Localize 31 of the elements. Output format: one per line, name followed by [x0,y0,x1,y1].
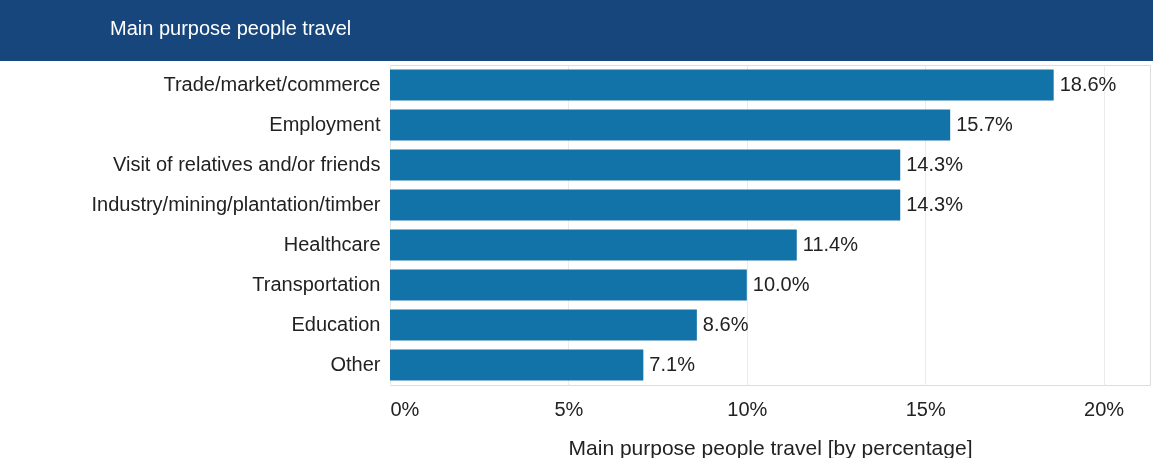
bar [390,149,901,181]
x-tick-label: 20% [1084,397,1125,420]
bar [390,229,797,261]
y-tick-label: Trade/market/commerce [163,73,381,95]
y-tick-label: Employment [269,113,381,135]
data-label: 7.1% [649,353,696,375]
data-label: 14.3% [906,153,964,175]
chart-title: Main purpose people travel [110,17,352,39]
x-axis-title: Main purpose people travel [by percentage] [568,435,973,459]
x-tick-label: 10% [727,397,768,420]
data-label: 8.6% [702,313,749,335]
y-tick-label: Industry/mining/plantation/timber [91,193,381,215]
data-label: 14.3% [906,193,964,215]
x-tick-label: 0% [390,397,420,420]
y-tick-label: Healthcare [283,233,381,255]
bar [390,109,951,141]
data-label: 10.0% [752,273,810,295]
y-tick-label: Visit of relatives and/or friends [112,153,381,175]
y-tick-label: Education [291,313,381,335]
data-label: 15.7% [956,113,1014,135]
y-tick-label: Transportation [252,273,381,295]
data-label: 18.6% [1059,73,1117,95]
x-tick-label: 15% [905,397,946,420]
bar [390,189,901,221]
bar [390,269,747,301]
y-tick-label: Other [330,353,381,375]
bar [390,309,697,341]
bar [390,69,1054,101]
bar [390,349,644,381]
data-label: 11.4% [802,233,859,255]
x-tick-label: 5% [554,397,584,420]
